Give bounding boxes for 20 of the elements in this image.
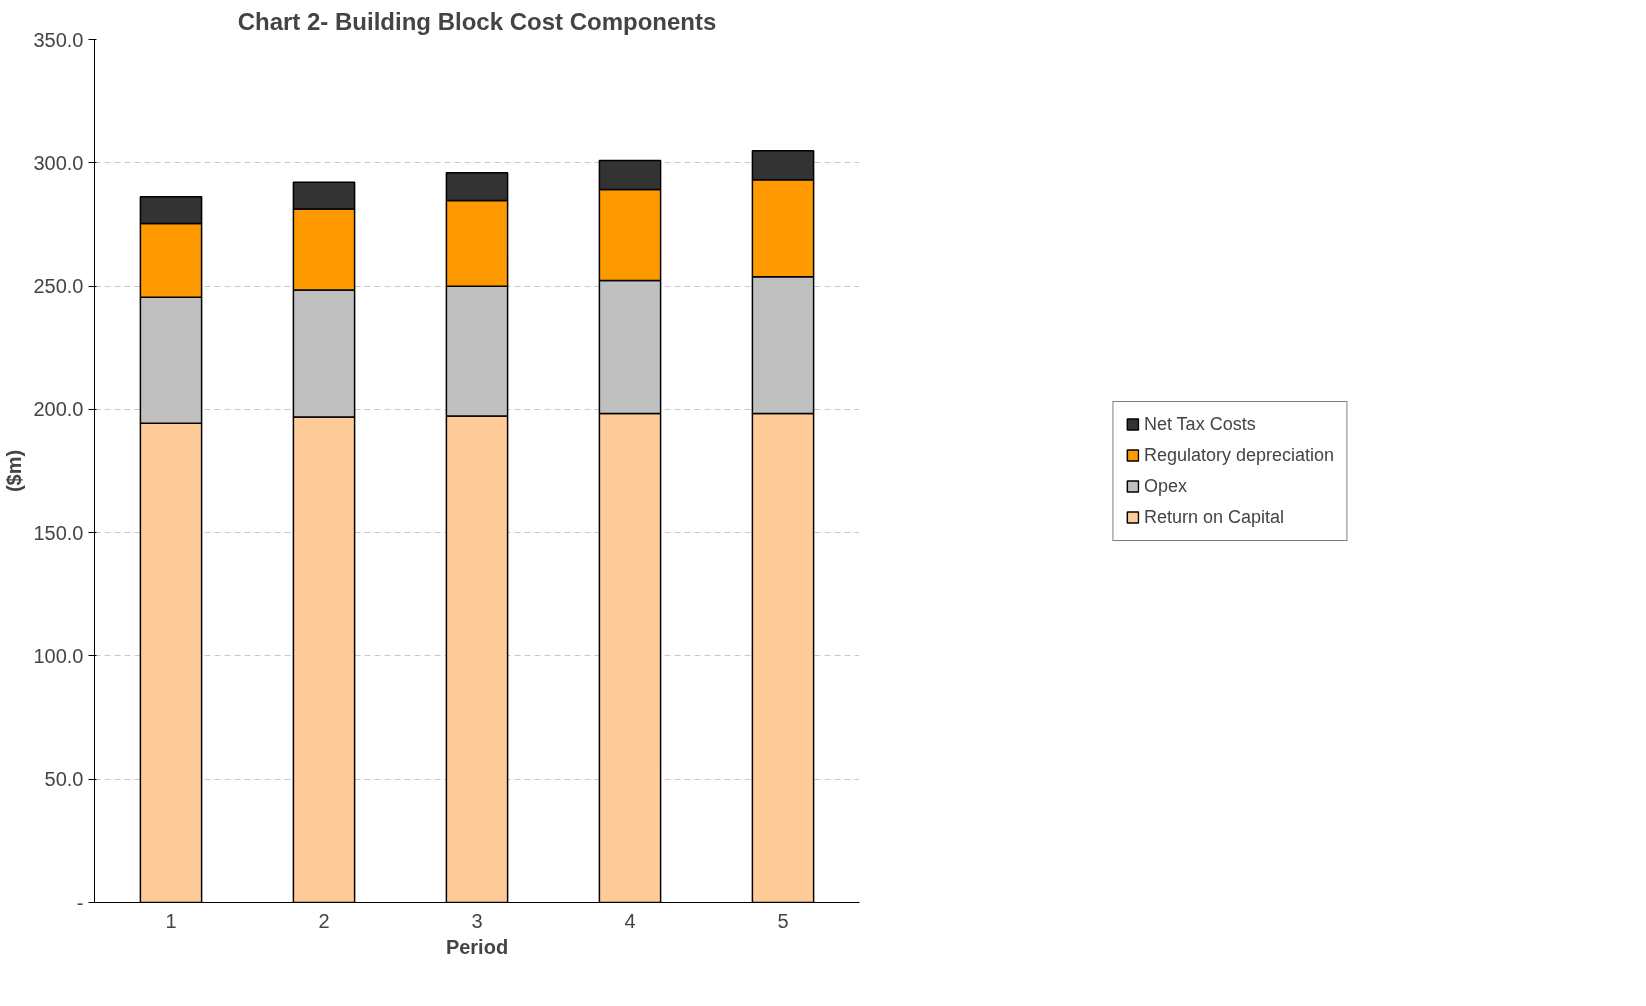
legend-label: Return on Capital bbox=[1143, 506, 1285, 528]
x-tick-label: 5 bbox=[777, 909, 789, 932]
y-tick-label: 300.0 bbox=[33, 151, 84, 174]
y-tick-label: 150.0 bbox=[33, 521, 84, 544]
y-tick-label: 100.0 bbox=[33, 644, 84, 667]
chart-title: Chart 2- Building Block Cost Components bbox=[237, 7, 717, 35]
x-axis-title: Period bbox=[445, 935, 509, 958]
y-tick-label: 250.0 bbox=[33, 275, 84, 298]
y-axis-title: ($m) bbox=[3, 449, 26, 493]
legend-label: Opex bbox=[1143, 475, 1187, 497]
x-tick-label: 3 bbox=[471, 909, 483, 932]
x-tick-label: 1 bbox=[165, 909, 177, 932]
y-tick-label: 200.0 bbox=[33, 398, 84, 421]
y-tick-label: - bbox=[76, 891, 84, 914]
legend-label: Regulatory depreciation bbox=[1143, 444, 1335, 466]
y-tick-label: 350.0 bbox=[33, 28, 84, 51]
legend-label: Net Tax Costs bbox=[1143, 413, 1256, 435]
x-tick-label: 2 bbox=[318, 909, 330, 932]
x-tick-label: 4 bbox=[624, 909, 636, 932]
y-tick-label: 50.0 bbox=[44, 768, 84, 791]
